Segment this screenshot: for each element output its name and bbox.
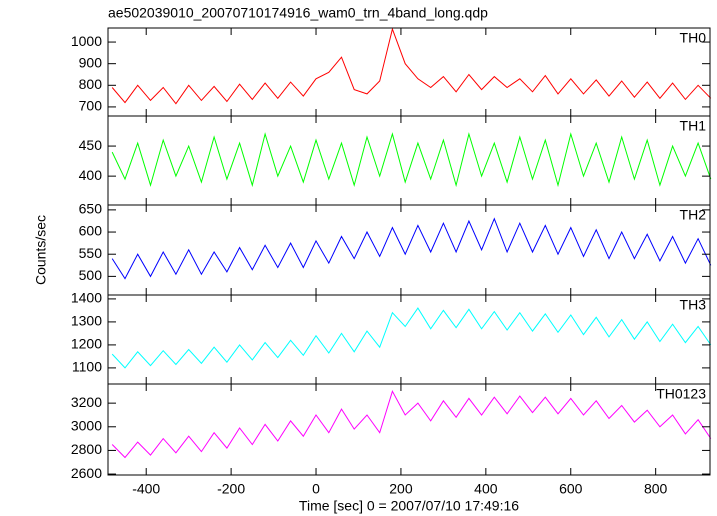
x-tick-label: 200: [389, 481, 413, 497]
x-tick-label: 0: [312, 481, 320, 497]
x-tick-label: 600: [559, 481, 583, 497]
series-label: TH2: [680, 207, 707, 223]
y-tick-label: 3200: [71, 394, 102, 410]
y-tick-label: 1400: [71, 290, 102, 306]
series-label: TH0123: [656, 386, 706, 402]
plot-frame: [107, 204, 711, 296]
data-line: [111, 217, 712, 280]
y-tick-label: 700: [79, 98, 103, 114]
y-tick-label: 1100: [72, 359, 102, 375]
y-tick-label: 400: [79, 167, 103, 183]
chart-title: ae502039010_20070710174916_wam0_trn_4ban…: [108, 5, 488, 21]
x-tick-label: 400: [474, 481, 498, 497]
data-line: [111, 27, 712, 105]
y-tick-label: 1300: [71, 313, 102, 329]
series-label: TH0: [680, 30, 707, 46]
plot-frame: [107, 383, 711, 476]
y-tick-label: 500: [79, 267, 103, 283]
x-tick-label: -400: [132, 481, 160, 497]
data-line: [111, 307, 712, 369]
y-axis-label: Counts/sec: [33, 215, 49, 285]
y-tick-label: 550: [79, 245, 103, 261]
y-tick-label: 900: [79, 54, 103, 70]
y-tick-label: 3000: [71, 417, 102, 433]
x-axis-label: Time [sec] 0 = 2007/07/10 17:49:16: [299, 498, 519, 514]
y-tick-label: 1000: [71, 33, 102, 49]
x-tick-label: 800: [644, 481, 668, 497]
y-tick-label: 450: [79, 137, 103, 153]
y-tick-label: 1200: [71, 336, 102, 352]
y-tick-label: 2600: [71, 465, 102, 481]
y-tick-label: 800: [79, 76, 103, 92]
plot-frame: [107, 27, 711, 117]
series-label: TH3: [680, 297, 707, 313]
plot-frame: [107, 115, 711, 206]
y-tick-label: 650: [79, 201, 103, 217]
plot-frame: [107, 294, 711, 385]
data-line: [111, 390, 712, 459]
x-tick-label: -200: [217, 481, 245, 497]
data-line: [111, 132, 712, 188]
y-tick-label: 2800: [71, 441, 102, 457]
y-tick-label: 600: [79, 223, 103, 239]
series-label: TH1: [680, 118, 707, 134]
